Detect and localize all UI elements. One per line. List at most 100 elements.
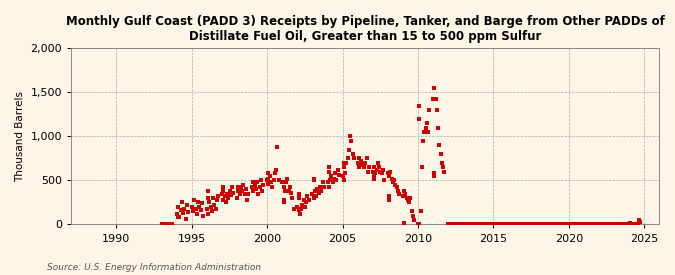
Point (548, 222, 559, 227)
Point (399, 189, 410, 193)
Point (423, 130, 433, 134)
Point (331, 178, 342, 183)
Point (402, 198, 413, 202)
Title: Monthly Gulf Coast (PADD 3) Receipts by Pipeline, Tanker, and Barge from Other P: Monthly Gulf Coast (PADD 3) Receipts by … (65, 15, 665, 43)
Point (494, 222, 505, 227)
Point (628, 222, 639, 227)
Point (323, 185, 334, 190)
Point (492, 222, 503, 227)
Point (586, 222, 597, 227)
Point (625, 222, 636, 227)
Point (307, 191, 318, 196)
Point (574, 222, 585, 227)
Point (164, 222, 175, 226)
Point (435, 152, 446, 156)
Point (597, 222, 608, 227)
Point (619, 222, 630, 227)
Point (399, 221, 410, 225)
Point (434, 143, 445, 147)
Point (454, 222, 465, 227)
Point (468, 222, 479, 227)
Point (568, 222, 579, 227)
Point (482, 222, 493, 227)
Point (370, 171, 381, 176)
Point (443, 222, 454, 227)
Point (484, 222, 495, 227)
Point (279, 189, 290, 193)
Point (593, 222, 604, 227)
Point (202, 212, 213, 216)
Point (581, 222, 592, 227)
Point (248, 189, 259, 193)
Point (224, 189, 235, 193)
Point (159, 222, 169, 227)
Point (338, 161, 349, 165)
Point (433, 125, 443, 130)
Point (444, 222, 455, 227)
Point (539, 222, 550, 227)
Point (415, 209, 426, 213)
Point (453, 222, 464, 227)
Point (626, 222, 637, 227)
Point (217, 191, 227, 196)
Point (556, 222, 567, 227)
Point (412, 222, 423, 226)
Point (549, 222, 560, 227)
Text: Source: U.S. Energy Information Administration: Source: U.S. Energy Information Administ… (47, 263, 261, 272)
Point (236, 185, 246, 190)
Point (254, 185, 265, 190)
Point (444, 222, 455, 227)
Point (601, 222, 612, 227)
Point (344, 147, 354, 152)
Point (297, 203, 308, 207)
Point (565, 222, 576, 227)
Point (253, 191, 264, 196)
Point (508, 222, 519, 227)
Point (404, 200, 414, 205)
Point (495, 222, 506, 227)
Point (437, 161, 448, 165)
Point (460, 222, 471, 227)
Point (223, 196, 234, 200)
Point (429, 171, 439, 176)
Point (595, 222, 605, 227)
Point (504, 222, 515, 227)
Point (589, 222, 599, 227)
Point (506, 222, 516, 227)
Point (383, 194, 394, 199)
Point (527, 222, 538, 227)
Point (570, 222, 580, 227)
Point (202, 189, 213, 193)
Point (188, 209, 198, 213)
Point (383, 174, 394, 178)
Point (560, 222, 570, 227)
Point (551, 222, 562, 227)
Point (518, 222, 529, 227)
Point (263, 171, 274, 176)
Point (250, 187, 261, 191)
Point (466, 222, 477, 227)
Point (256, 189, 267, 193)
Point (358, 165, 369, 169)
Point (228, 191, 239, 195)
Point (361, 156, 372, 161)
Point (459, 222, 470, 227)
Point (507, 222, 518, 227)
Point (377, 168, 388, 172)
Point (462, 222, 472, 227)
Point (354, 156, 364, 161)
Point (520, 222, 531, 227)
Point (400, 191, 411, 196)
Point (252, 180, 263, 185)
Point (542, 222, 553, 227)
Point (634, 218, 645, 222)
Point (287, 196, 298, 200)
Point (293, 191, 304, 196)
Point (475, 222, 485, 227)
Point (392, 185, 402, 190)
Point (182, 203, 192, 207)
Point (302, 194, 313, 199)
Point (348, 156, 359, 161)
Point (632, 222, 643, 227)
Point (488, 222, 499, 227)
